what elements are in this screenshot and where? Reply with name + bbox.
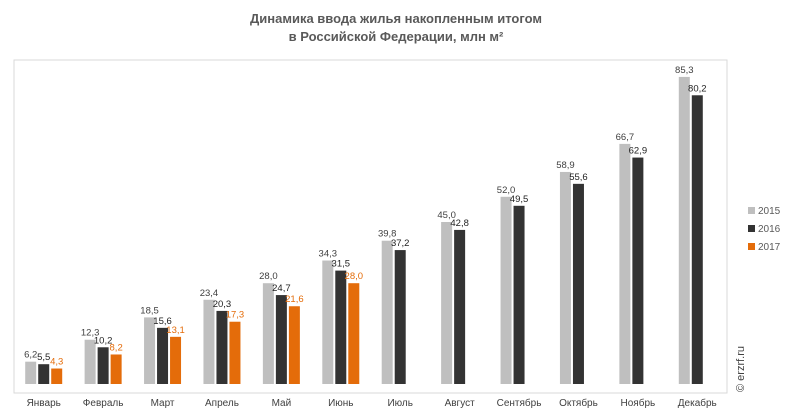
value-label-2016-3: 15,6 [153, 316, 172, 327]
value-label-2016-5: 24,7 [272, 283, 291, 294]
legend-label-2017: 2017 [758, 242, 781, 253]
bar-2016-6 [335, 270, 347, 384]
value-label-2015-9: 52,0 [497, 185, 516, 196]
value-label-2016-9: 49,5 [510, 194, 529, 205]
value-label-2015-3: 18,5 [140, 305, 159, 316]
bar-2016-3 [157, 327, 169, 384]
bar-2015-10 [559, 171, 571, 384]
value-label-2015-8: 45,0 [437, 210, 456, 221]
bar-2015-9 [500, 196, 512, 384]
bar-2016-4 [216, 310, 228, 384]
bar-2017-2 [110, 354, 122, 384]
value-label-2016-10: 55,6 [569, 172, 588, 183]
bar-2015-6 [322, 260, 334, 384]
bar-2016-1 [38, 364, 50, 384]
legend-swatch-2017 [748, 243, 755, 250]
category-label-4: Апрель [205, 398, 239, 409]
bar-2016-12 [691, 95, 703, 384]
bar-2017-4 [229, 321, 241, 384]
bar-2016-5 [275, 295, 287, 384]
value-label-2017-5: 21,6 [285, 294, 304, 305]
category-labels-layer: Январь Февраль Март Апрель Май Июнь Июль Август… [27, 397, 717, 409]
category-label-11: Ноябрь [621, 397, 656, 409]
value-label-2016-4: 20,3 [213, 299, 232, 310]
value-label-2016-12: 80,2 [688, 83, 707, 94]
category-label-9: Сентябрь [497, 397, 542, 409]
value-label-2016-1: 5,5 [37, 352, 50, 363]
value-label-2017-3: 13,1 [166, 325, 185, 336]
legend-label-2016: 2016 [758, 224, 781, 235]
category-label-12: Декабрь [678, 397, 717, 409]
bar-2015-5 [262, 283, 274, 384]
bar-2015-1 [25, 361, 37, 384]
bar-2016-10 [572, 183, 584, 384]
value-label-2016-6: 31,5 [332, 259, 351, 270]
bar-2015-7 [381, 240, 393, 384]
bar-2017-6 [348, 283, 360, 384]
value-label-2016-11: 62,9 [629, 146, 648, 157]
value-label-2015-2: 12,3 [81, 328, 100, 339]
value-label-2015-5: 28,0 [259, 271, 278, 282]
plot-area-border [13, 59, 728, 394]
value-label-2017-6: 28,0 [345, 271, 364, 282]
bars-layer [25, 76, 703, 385]
value-label-2016-2: 10,2 [94, 335, 113, 346]
chart-title-line-2: в Российской Федерации, млн м² [289, 29, 504, 44]
category-label-5: Май [272, 398, 292, 409]
category-label-8: Август [445, 398, 476, 409]
value-label-2017-2: 8,2 [110, 342, 123, 353]
bar-2017-1 [51, 368, 63, 384]
bar-2015-12 [678, 76, 690, 385]
value-label-2015-10: 58,9 [556, 160, 575, 171]
value-label-2015-1: 6,2 [24, 350, 37, 361]
bar-2016-8 [454, 229, 466, 384]
category-label-10: Октябрь [559, 397, 598, 409]
value-label-2017-4: 17,3 [226, 310, 245, 321]
legend-swatch-2015 [748, 207, 755, 214]
legend-swatch-2016 [748, 225, 755, 232]
bar-2017-5 [288, 306, 300, 384]
bar-2017-3 [170, 336, 182, 384]
bar-2015-11 [619, 143, 631, 384]
category-label-1: Январь [27, 398, 61, 409]
category-label-7: Июль [387, 398, 413, 409]
category-label-6: Июнь [328, 398, 353, 409]
chart-title-line-1: Динамика ввода жилья накопленным итогом [250, 11, 542, 26]
value-label-2016-7: 37,2 [391, 238, 410, 249]
bar-2016-9 [513, 205, 525, 384]
bar-2016-11 [632, 157, 644, 384]
bar-2015-3 [144, 317, 156, 384]
category-label-3: Март [151, 398, 175, 409]
value-label-2015-11: 66,7 [616, 132, 635, 143]
value-label-2015-6: 34,3 [319, 249, 338, 260]
bar-2015-8 [441, 222, 453, 384]
value-label-2017-1: 4,3 [50, 357, 63, 368]
bar-2015-2 [84, 339, 96, 384]
bar-2016-7 [394, 250, 406, 384]
legend-label-2015: 2015 [758, 206, 781, 217]
bar-2015-4 [203, 299, 215, 384]
bar-2016-2 [97, 347, 109, 384]
legend: 2015 2016 2017 [748, 206, 781, 253]
watermark-text: © erzrf.ru [735, 346, 747, 392]
value-label-2015-12: 85,3 [675, 65, 694, 76]
value-label-2015-4: 23,4 [200, 288, 219, 299]
value-labels-layer: 6,2 5,5 4,3 12,310,28,2 18,515,613,1 23,420,3… [24, 65, 706, 368]
category-label-2: Февраль [83, 398, 124, 409]
value-label-2015-7: 39,8 [378, 229, 397, 240]
value-label-2016-8: 42,8 [450, 218, 469, 229]
